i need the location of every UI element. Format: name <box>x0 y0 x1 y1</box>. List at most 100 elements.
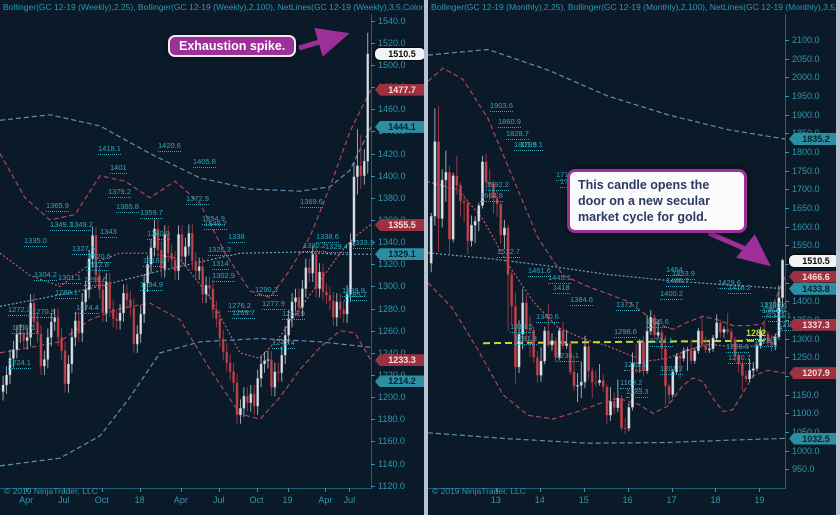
candle <box>63 350 67 385</box>
weekly-time-axis[interactable]: Apr Jul Oct 18 Apr Jul Oct 19 Apr Jul <box>0 488 424 515</box>
candle <box>311 254 315 274</box>
price-axis-tick <box>785 357 789 359</box>
time-axis-tick <box>495 488 497 492</box>
netline-price-label: 1272.3 <box>8 305 31 317</box>
candle <box>568 343 572 373</box>
candle <box>273 371 277 388</box>
price-axis-tick <box>371 286 375 288</box>
candle <box>218 318 222 339</box>
candle <box>8 358 12 376</box>
monthly-chart-panel[interactable]: Bollinger(GC 12-19 (Monthly),2,25), Boll… <box>428 0 836 515</box>
candle <box>29 302 32 338</box>
candle <box>5 374 8 386</box>
price-axis-label: 1300.0 <box>378 281 406 292</box>
netline-price-label: 1464 <box>666 265 683 277</box>
candle <box>645 331 649 372</box>
netline-price-label: 1372.7 <box>616 299 639 311</box>
monthly-time-axis[interactable]: 13 14 15 16 17 18 19 <box>428 488 836 515</box>
candle <box>256 378 259 407</box>
price-axis-tick <box>371 175 375 177</box>
netline-price-label: 1327.5 <box>72 243 95 255</box>
netline-price-label: 1418 <box>553 282 570 294</box>
netline-price-label: 1379.2 <box>108 186 131 198</box>
time-axis-label: Apr <box>173 495 188 505</box>
price-axis-label: 1550.0 <box>792 240 820 251</box>
window-scrollbar[interactable] <box>836 0 840 515</box>
candle <box>751 368 755 371</box>
candle <box>653 317 656 336</box>
candle <box>101 289 105 314</box>
price-axis-label: 1050.0 <box>792 427 820 438</box>
candle <box>356 165 359 177</box>
price-axis-tick <box>785 40 789 42</box>
candle <box>228 362 232 372</box>
netline-price-label: 1256.6 <box>12 322 35 334</box>
candle <box>583 346 587 383</box>
candle <box>477 205 481 222</box>
indicator-value-badge: 1207.9 <box>789 367 836 380</box>
candle <box>160 249 163 269</box>
candle <box>111 308 115 319</box>
price-axis-tick <box>785 301 789 303</box>
price-axis-tick <box>371 463 375 465</box>
netline-price-label: 1365.8 <box>116 201 139 213</box>
candle <box>726 329 730 332</box>
time-axis-tick <box>139 488 141 492</box>
candle <box>12 349 15 359</box>
candle <box>631 363 634 408</box>
netline-price-label: 1799.1 <box>520 140 543 152</box>
secular-cycle-callout[interactable]: This candle opens the door on a new secu… <box>567 169 747 233</box>
price-axis-label: 1200.0 <box>378 392 406 403</box>
price-axis-tick <box>785 114 789 116</box>
candle <box>139 313 143 335</box>
monthly-plot-area[interactable]: 1903.61860.91828.71801.51799.11718.61702… <box>428 14 801 489</box>
netline-price-label: 1338.6 <box>316 231 339 243</box>
candle <box>70 337 74 365</box>
candle <box>554 340 558 358</box>
weekly-chart-panel[interactable]: Bollinger(GC 12-19 (Weekly),2,25), Bolli… <box>0 0 424 515</box>
time-axis-tick <box>101 488 103 492</box>
weekly-plot-area[interactable]: 1418.1 1420.6 1405.8 1401 1379.2 1372.9 1369.6… <box>0 14 374 489</box>
price-axis-label: 1460.0 <box>378 104 406 115</box>
weekly-price-axis[interactable]: 1120.0 1140.0 1160.0 1180.0 1200.0 1220.0 1240… <box>371 14 424 491</box>
candle <box>294 297 297 303</box>
monthly-price-axis[interactable]: 950.01000.01050.01100.01150.01200.01250.… <box>785 14 836 488</box>
time-axis-tick <box>218 488 220 492</box>
candle <box>304 267 308 289</box>
price-axis-label: 1520.0 <box>378 37 406 48</box>
netline-price-label: 1828.7 <box>506 129 529 141</box>
price-axis-tick <box>371 419 375 421</box>
candle <box>98 275 101 290</box>
netline-price-label: 1268.9 <box>282 308 305 320</box>
candle <box>667 385 671 395</box>
price-axis-label: 1150.0 <box>792 389 819 400</box>
netline-price-label: 1314 <box>212 258 229 270</box>
candle <box>297 297 301 308</box>
candle <box>440 179 444 219</box>
netline-price-label: 1369.6 <box>300 197 323 209</box>
candle <box>576 385 579 387</box>
netline-price-label: 1274.4 <box>76 302 99 314</box>
netline-price-label: 1420.6 <box>158 140 181 152</box>
netline-price-label: 1384.6 <box>570 295 593 307</box>
candle <box>781 260 784 298</box>
price-axis-tick <box>785 226 789 228</box>
time-axis-tick <box>325 488 327 492</box>
price-axis-label: 1340.0 <box>378 237 406 248</box>
time-axis-label: 18 <box>134 495 145 505</box>
candle <box>675 356 678 373</box>
candle <box>437 141 440 219</box>
candle <box>623 427 627 430</box>
price-axis-label: 1160.0 <box>378 436 405 447</box>
candle <box>149 247 153 265</box>
candle <box>290 301 294 319</box>
time-axis-tick <box>627 488 629 492</box>
panel-splitter[interactable] <box>424 0 428 515</box>
candle <box>524 302 528 329</box>
price-axis-tick <box>785 245 789 247</box>
candle <box>671 371 675 395</box>
price-axis-label: 1500.0 <box>378 59 406 70</box>
time-axis-label: 16 <box>622 495 633 505</box>
candle <box>656 332 660 336</box>
exhaustion-spike-callout[interactable]: Exhaustion spike. <box>168 35 297 57</box>
